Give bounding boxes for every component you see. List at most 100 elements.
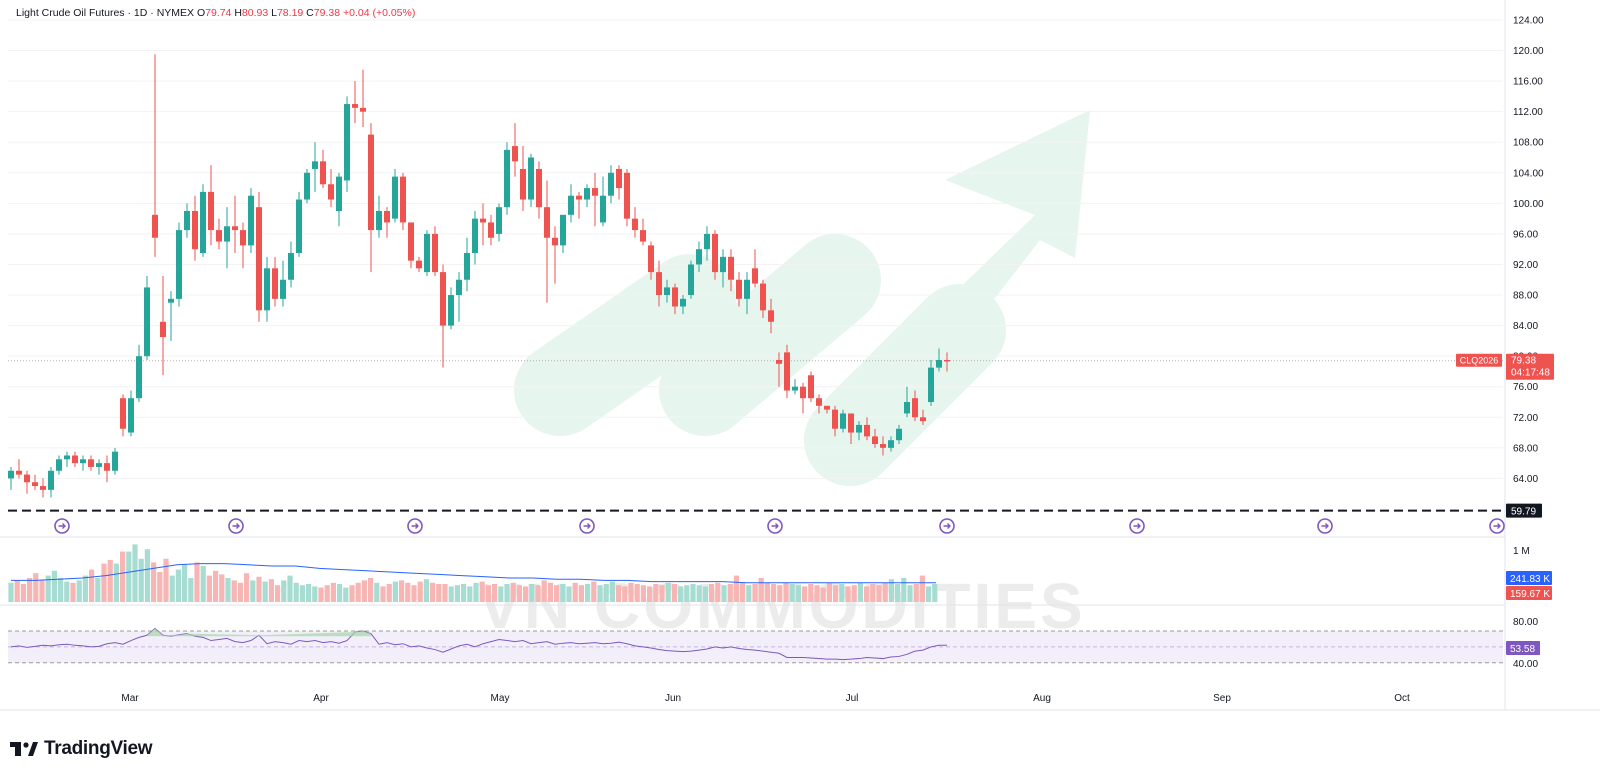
volume-bar — [461, 584, 467, 602]
candle-body — [384, 211, 390, 223]
volume-bar — [591, 581, 597, 602]
volume-bar — [39, 580, 45, 602]
candle-body — [512, 146, 518, 162]
watermark: VN COMMODITIES — [478, 110, 1090, 642]
volume-bar — [163, 558, 169, 602]
volume-bar — [622, 586, 628, 602]
volume-bar — [399, 580, 405, 602]
candle-body — [744, 279, 750, 299]
volume-bar — [777, 585, 783, 602]
volume-bar — [733, 575, 739, 602]
candle-body — [472, 218, 478, 254]
candle-body — [224, 226, 230, 242]
candle-body — [400, 176, 406, 223]
volume-bar — [913, 584, 919, 602]
candle-body — [464, 253, 470, 280]
volume-bar — [126, 551, 132, 602]
volume-bar — [306, 584, 312, 602]
candle-body — [840, 413, 846, 429]
last-price-tag — [1506, 353, 1554, 380]
candle-body — [176, 230, 182, 299]
volume-bar — [665, 582, 671, 602]
volume-bar — [268, 579, 274, 602]
volume-bar — [603, 584, 609, 602]
high-value: 80.93 — [241, 7, 269, 19]
candle-body — [72, 455, 78, 464]
volume-bar — [758, 578, 764, 602]
volume-bar — [194, 562, 200, 602]
volume-bar — [492, 584, 498, 602]
volume-bar — [715, 582, 721, 602]
volume-bar — [504, 584, 510, 602]
candle-body — [416, 260, 422, 269]
candle-body — [944, 359, 950, 362]
candle-body — [112, 451, 118, 471]
candle-body — [24, 474, 30, 483]
candle-body — [872, 436, 878, 445]
candle-body — [192, 211, 198, 250]
volume-bar — [696, 585, 702, 602]
volume-bar — [870, 584, 876, 602]
volume-bar — [70, 582, 76, 602]
price-tick-label: 96.00 — [1513, 229, 1538, 240]
volume-bar — [200, 566, 206, 602]
candle-body — [80, 459, 86, 464]
price-tick-label: 84.00 — [1513, 321, 1538, 332]
price-tick-label: 104.00 — [1513, 168, 1544, 179]
level-tag — [1506, 503, 1542, 518]
rsi-value-label: 53.58 — [1510, 644, 1535, 655]
candle-body — [64, 455, 70, 460]
event-marker-arrow — [232, 523, 240, 529]
candle-body — [752, 268, 758, 284]
volume-bar — [523, 586, 529, 602]
candle-body — [288, 253, 294, 280]
candle-body — [504, 149, 510, 208]
candle-body — [144, 287, 150, 357]
volume-bar — [8, 582, 14, 602]
volume-bar — [250, 580, 256, 602]
candle-body — [536, 168, 542, 208]
rsi-upper-label: 80.00 — [1513, 617, 1538, 628]
volume-bar — [287, 575, 293, 602]
volume-ma-tag — [1506, 571, 1552, 585]
volume-bar — [578, 585, 584, 602]
volume-pane — [8, 544, 938, 602]
candle-body — [184, 211, 190, 231]
time-tick-label: Aug — [1033, 693, 1051, 704]
volume-bar — [411, 585, 417, 602]
volume-bar — [417, 581, 423, 602]
candle-body — [896, 428, 902, 441]
volume-bar — [554, 585, 560, 602]
volume-bar — [851, 585, 857, 602]
volume-bar — [709, 584, 715, 602]
low-value: 78.19 — [276, 7, 304, 19]
candle-body — [344, 104, 350, 181]
tradingview-logo[interactable]: TradingView — [10, 738, 153, 760]
candle-body — [648, 245, 654, 273]
volume-bar — [237, 582, 243, 602]
volume-bar — [740, 582, 746, 602]
volume-bar — [684, 585, 690, 602]
volume-bar — [814, 585, 820, 602]
volume-bar — [20, 584, 26, 602]
time-axis[interactable]: Mar Apr May Jun Jul Aug Sep Oct — [121, 693, 1410, 704]
volume-bar — [919, 575, 925, 602]
volume-bar — [318, 587, 324, 602]
volume-ma-line — [11, 563, 936, 584]
candle-body — [784, 352, 790, 391]
candle-body — [864, 424, 870, 437]
candle-body — [544, 207, 550, 238]
rsi-lower-label: 40.00 — [1513, 659, 1538, 670]
volume-bar — [727, 584, 733, 602]
volume-max-label: 1 M — [1513, 546, 1530, 557]
candle-body — [688, 264, 694, 296]
volume-bar — [454, 585, 460, 602]
candle-body — [824, 405, 830, 410]
volume-bar — [609, 581, 615, 602]
candle-body — [920, 417, 926, 422]
candle-body — [792, 386, 798, 391]
candle-body — [712, 233, 718, 273]
exchange: NYMEX — [156, 7, 195, 19]
volume-bar — [640, 585, 646, 602]
